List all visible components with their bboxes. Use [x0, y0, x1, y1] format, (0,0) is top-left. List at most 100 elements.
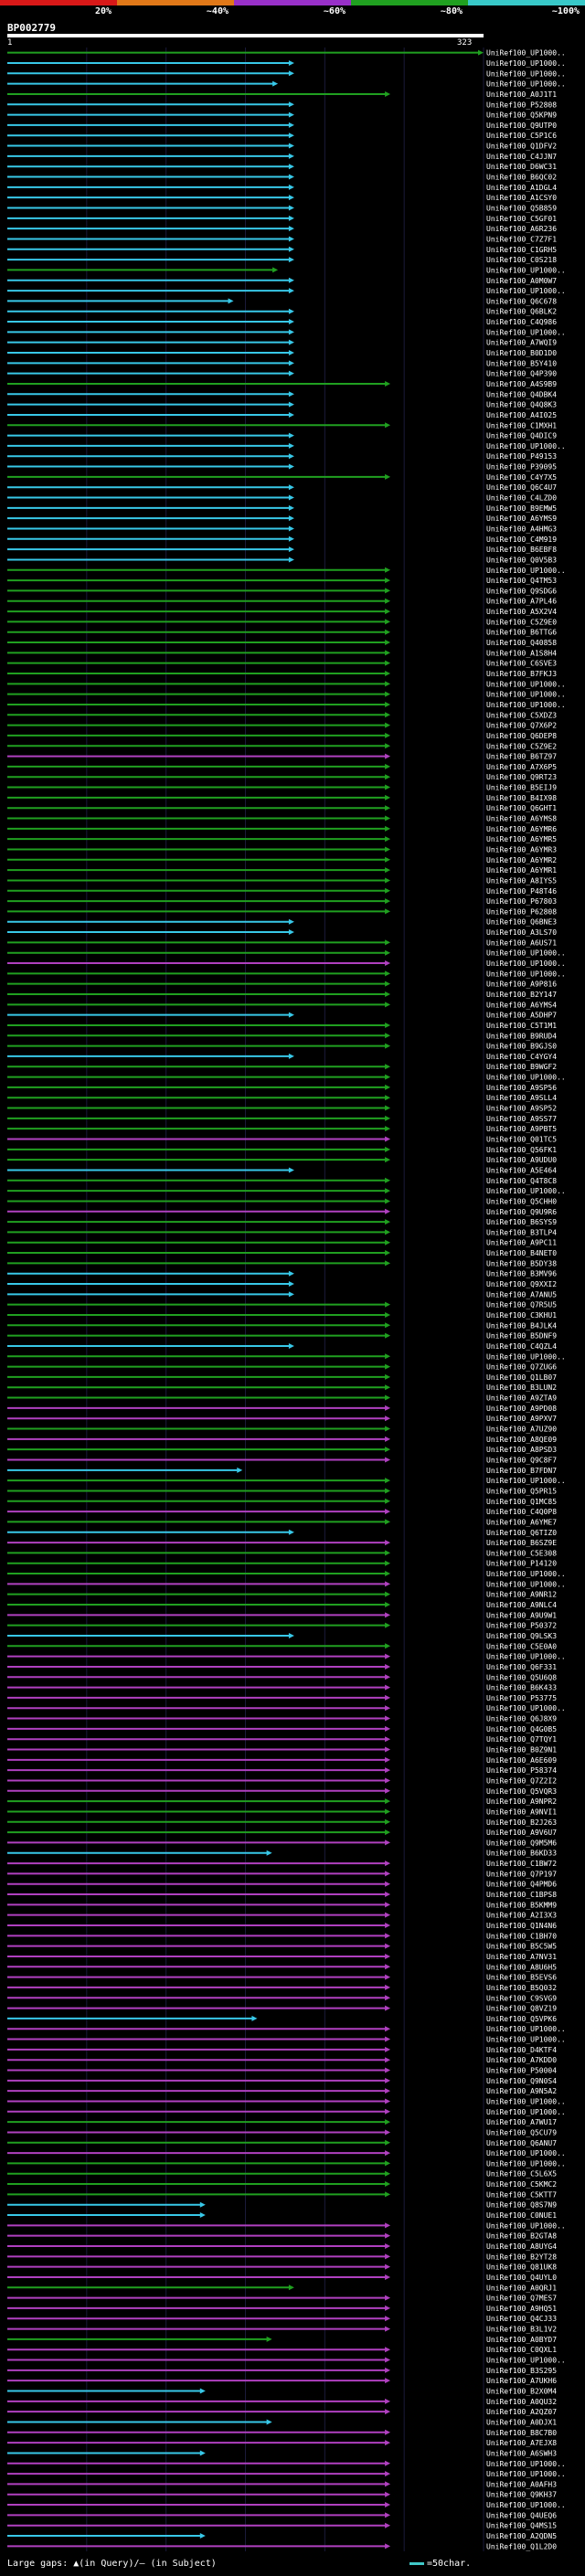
- hit-label[interactable]: UniRef100_C1BPS8: [486, 1891, 557, 1899]
- hit-row[interactable]: UniRef100_A9N5A2: [7, 2087, 557, 2095]
- hit-row[interactable]: UniRef100_B6SZ9E: [7, 1539, 557, 1547]
- hit-label[interactable]: UniRef100_C1BH70: [486, 1932, 557, 1940]
- hit-label[interactable]: UniRef100_B6QC02: [486, 174, 557, 182]
- hit-label[interactable]: UniRef100_P50372: [486, 1622, 557, 1630]
- hit-label[interactable]: UniRef100_Q9SDG6: [486, 587, 557, 595]
- hit-row[interactable]: UniRef100_C1BH70: [7, 1932, 557, 1940]
- hit-row[interactable]: UniRef100_B2YT28: [7, 2253, 557, 2261]
- hit-label[interactable]: UniRef100_C1GRH5: [486, 246, 557, 254]
- hit-row[interactable]: UniRef100_Q9RT23: [7, 773, 557, 781]
- hit-label[interactable]: UniRef100_A8PSD3: [486, 1446, 557, 1454]
- hit-row[interactable]: UniRef100_Q5U6Q8: [7, 1673, 557, 1681]
- hit-row[interactable]: UniRef100_A2QDN5: [7, 2532, 557, 2540]
- hit-label[interactable]: UniRef100_C4M919: [486, 535, 557, 544]
- hit-label[interactable]: UniRef100_UP1000..: [486, 2097, 566, 2105]
- hit-label[interactable]: UniRef100_C5L6X5: [486, 2170, 557, 2178]
- hit-row[interactable]: UniRef100_P14120: [7, 1560, 557, 1568]
- hit-label[interactable]: UniRef100_A7WQI9: [486, 339, 557, 347]
- hit-label[interactable]: UniRef100_UP1000..: [486, 2470, 566, 2478]
- hit-row[interactable]: UniRef100_C7Z7F1: [7, 235, 557, 243]
- hit-label[interactable]: UniRef100_B0D1D0: [486, 349, 557, 357]
- hit-row[interactable]: UniRef100_B4JLK4: [7, 1321, 557, 1330]
- hit-label[interactable]: UniRef100_A9UDU0: [486, 1156, 557, 1164]
- hit-label[interactable]: UniRef100_A9PXV7: [486, 1415, 557, 1423]
- hit-label[interactable]: UniRef100_P39095: [486, 463, 557, 472]
- hit-label[interactable]: UniRef100_Q5U6Q8: [486, 1673, 557, 1681]
- hit-label[interactable]: UniRef100_A6YMR2: [486, 856, 557, 864]
- hit-label[interactable]: UniRef100_Q01TC5: [486, 1136, 557, 1144]
- hit-row[interactable]: UniRef100_Q5CU79: [7, 2128, 557, 2136]
- hit-row[interactable]: UniRef100_P58374: [7, 1766, 557, 1775]
- hit-label[interactable]: UniRef100_B5DNF9: [486, 1332, 557, 1341]
- hit-row[interactable]: UniRef100_Q6C678: [7, 297, 557, 305]
- hit-label[interactable]: UniRef100_Q6ANU7: [486, 2139, 557, 2147]
- hit-label[interactable]: UniRef100_B2Y147: [486, 991, 557, 999]
- hit-label[interactable]: UniRef100_UP1000..: [486, 1187, 566, 1195]
- hit-label[interactable]: UniRef100_A6YME7: [486, 1518, 557, 1526]
- hit-label[interactable]: UniRef100_A7ANU5: [486, 1290, 557, 1299]
- hit-row[interactable]: UniRef100_Q0V5B3: [7, 556, 557, 564]
- hit-row[interactable]: UniRef100_Q5VQR3: [7, 1787, 557, 1796]
- hit-row[interactable]: UniRef100_UP1000..: [7, 2221, 566, 2230]
- hit-row[interactable]: UniRef100_A7ANU5: [7, 1290, 557, 1299]
- hit-row[interactable]: UniRef100_C0S218: [7, 256, 557, 264]
- hit-label[interactable]: UniRef100_Q5KPN9: [486, 111, 557, 120]
- hit-row[interactable]: UniRef100_B6TZ97: [7, 753, 557, 761]
- hit-label[interactable]: UniRef100_B2J263: [486, 1818, 557, 1827]
- hit-row[interactable]: UniRef100_A7WQI9: [7, 339, 557, 347]
- hit-label[interactable]: UniRef100_A7WU17: [486, 2118, 557, 2126]
- hit-row[interactable]: UniRef100_Q5B859: [7, 204, 557, 212]
- hit-row[interactable]: UniRef100_Q9SDG6: [7, 587, 557, 595]
- hit-row[interactable]: UniRef100_A6YMS9: [7, 514, 557, 523]
- hit-row[interactable]: UniRef100_A9PD08: [7, 1405, 557, 1413]
- hit-label[interactable]: UniRef100_B5KMM9: [486, 1901, 557, 1909]
- hit-row[interactable]: UniRef100_P49153: [7, 452, 557, 461]
- hit-row[interactable]: UniRef100_A9SP56: [7, 1084, 557, 1092]
- hit-row[interactable]: UniRef100_B9RUD4: [7, 1032, 557, 1040]
- hit-label[interactable]: UniRef100_UP1000..: [486, 1352, 566, 1361]
- hit-row[interactable]: UniRef100_A4S9B9: [7, 380, 557, 388]
- hit-label[interactable]: UniRef100_UP1000..: [486, 2036, 566, 2044]
- hit-row[interactable]: UniRef100_Q9KH37: [7, 2491, 557, 2499]
- hit-row[interactable]: UniRef100_B9GJS0: [7, 1043, 557, 1051]
- hit-row[interactable]: UniRef100_UP1000..: [7, 1570, 566, 1578]
- hit-row[interactable]: UniRef100_A7X6P5: [7, 763, 557, 771]
- hit-row[interactable]: UniRef100_UP1000..: [7, 2149, 566, 2157]
- hit-label[interactable]: UniRef100_C4Q986: [486, 318, 557, 326]
- hit-row[interactable]: UniRef100_C1GRH5: [7, 246, 557, 254]
- hit-label[interactable]: UniRef100_A7PL46: [486, 598, 557, 606]
- hit-row[interactable]: UniRef100_UP1000..: [7, 59, 566, 68]
- hit-row[interactable]: UniRef100_B5C5W5: [7, 1943, 557, 1951]
- hit-label[interactable]: UniRef100_B6K433: [486, 1684, 557, 1692]
- hit-row[interactable]: UniRef100_C4Y7X5: [7, 473, 557, 482]
- hit-row[interactable]: UniRef100_UP1000..: [7, 442, 566, 451]
- hit-label[interactable]: UniRef100_Q4PMD6: [486, 1881, 557, 1889]
- hit-row[interactable]: UniRef100_A9NPR2: [7, 1797, 557, 1806]
- hit-label[interactable]: UniRef100_C5P1C6: [486, 132, 557, 140]
- hit-label[interactable]: UniRef100_B6EBF8: [486, 546, 557, 554]
- hit-row[interactable]: UniRef100_A7WU17: [7, 2118, 557, 2126]
- hit-row[interactable]: UniRef100_B2GTA8: [7, 2232, 557, 2241]
- hit-row[interactable]: UniRef100_Q6TIZ0: [7, 1529, 557, 1537]
- hit-label[interactable]: UniRef100_A9PBT5: [486, 1125, 557, 1133]
- hit-label[interactable]: UniRef100_A6R236: [486, 225, 557, 233]
- hit-label[interactable]: UniRef100_A9NR12: [486, 1591, 557, 1599]
- hit-row[interactable]: UniRef100_A5X2V4: [7, 608, 557, 616]
- hit-label[interactable]: UniRef100_B5EIJ9: [486, 784, 557, 792]
- hit-row[interactable]: UniRef100_P39095: [7, 463, 557, 472]
- hit-row[interactable]: UniRef100_C0QXL1: [7, 2346, 557, 2354]
- hit-row[interactable]: UniRef100_Q1L2D0: [7, 2542, 557, 2550]
- hit-label[interactable]: UniRef100_A9SLL4: [486, 1094, 557, 1102]
- hit-label[interactable]: UniRef100_Q4G0B5: [486, 1725, 557, 1733]
- hit-label[interactable]: UniRef100_Q4Q8K3: [486, 401, 557, 409]
- hit-label[interactable]: UniRef100_UP1000..: [486, 2149, 566, 2157]
- hit-row[interactable]: UniRef100_A7PL46: [7, 598, 557, 606]
- hit-row[interactable]: UniRef100_Q56FK1: [7, 1146, 557, 1154]
- hit-row[interactable]: UniRef100_A3LS70: [7, 928, 557, 937]
- hit-label[interactable]: UniRef100_A9NPR2: [486, 1797, 557, 1806]
- hit-row[interactable]: UniRef100_A2I3X3: [7, 1912, 557, 1920]
- hit-label[interactable]: UniRef100_C5Z9E2: [486, 742, 557, 750]
- hit-label[interactable]: UniRef100_D4KTF4: [486, 2046, 557, 2054]
- hit-row[interactable]: UniRef100_Q8S7N9: [7, 2201, 557, 2210]
- hit-row[interactable]: UniRef100_Q6ANU7: [7, 2139, 557, 2147]
